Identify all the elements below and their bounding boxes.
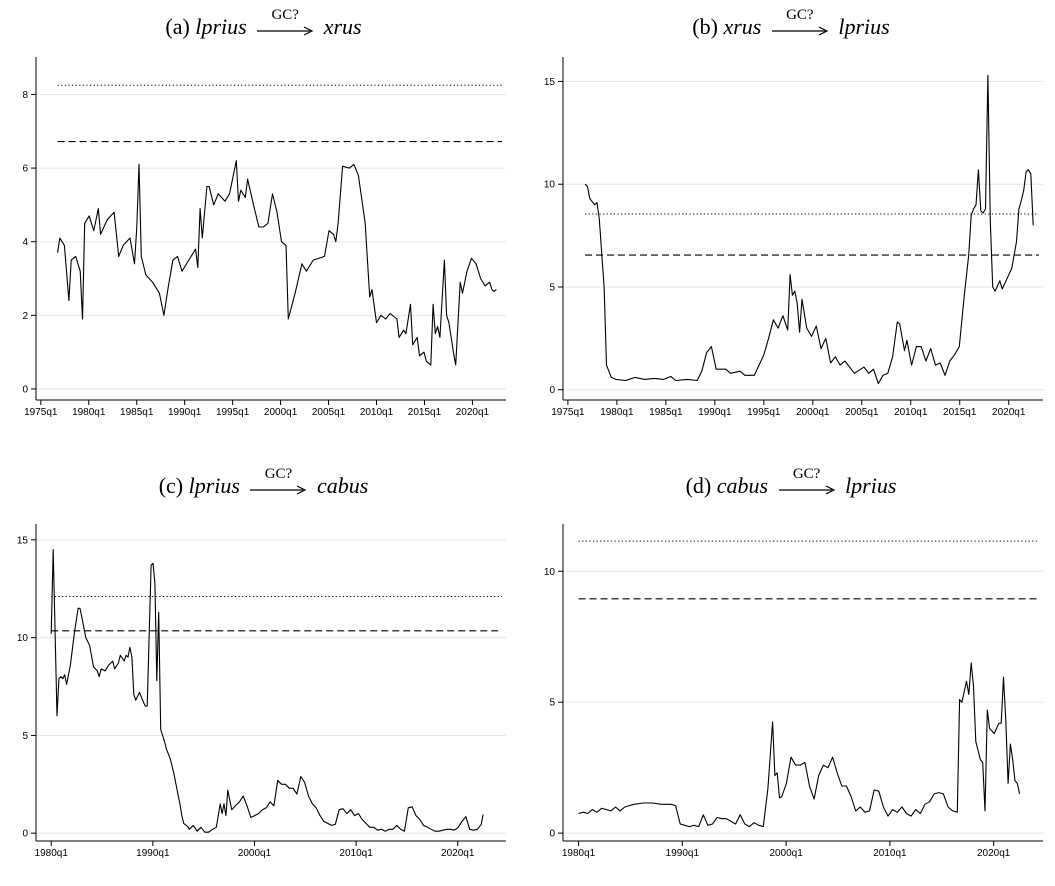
panel-a-title: (a) lprius GC? xrus bbox=[0, 7, 527, 40]
x-tick-label: 1990q1 bbox=[666, 848, 700, 859]
x-tick-label: 1980q1 bbox=[35, 848, 69, 859]
y-tick-label: 0 bbox=[549, 829, 555, 840]
test-statistic-series bbox=[57, 160, 497, 366]
x-tick-label: 2005q1 bbox=[312, 407, 346, 418]
x-tick-label: 2005q1 bbox=[845, 407, 879, 418]
panel-b-label: (b) bbox=[692, 14, 718, 39]
y-tick-label: 15 bbox=[544, 77, 556, 88]
x-tick-label: 2000q1 bbox=[264, 407, 298, 418]
panel-c: (c) lprius GC? cabus 0 5 10 15 1980q1 1990q1 2… bbox=[0, 443, 527, 886]
panel-d-to-var: lprius bbox=[845, 473, 897, 498]
x-tick-label: 1990q1 bbox=[136, 848, 170, 859]
x-tick-label: 1995q1 bbox=[216, 407, 250, 418]
y-tick-label: 10 bbox=[544, 180, 556, 191]
x-tick-label: 2010q1 bbox=[873, 848, 907, 859]
x-tick-label: 1995q1 bbox=[747, 407, 781, 418]
panel-b: (b) xrus GC? lprius 0 5 10 15 1975q1 1980q1 19… bbox=[527, 0, 1055, 443]
y-tick-label: 2 bbox=[22, 311, 28, 322]
y-tick-label: 5 bbox=[549, 282, 555, 293]
x-tick-label: 1985q1 bbox=[120, 407, 154, 418]
x-tick-label: 1990q1 bbox=[698, 407, 732, 418]
panel-d-title: (d) cabus GC? lprius bbox=[527, 466, 1055, 499]
panel-b-to-var: lprius bbox=[838, 14, 890, 39]
x-tick-label: 1980q1 bbox=[562, 848, 596, 859]
panel-c-title: (c) lprius GC? cabus bbox=[0, 466, 527, 499]
panel-a: (a) lprius GC? xrus 0 2 4 6 8 1975q1 1980q1 198… bbox=[0, 0, 527, 443]
x-tick-label: 1980q1 bbox=[72, 407, 106, 418]
panel-a-from-var: lprius bbox=[195, 14, 247, 39]
x-tick-label: 2015q1 bbox=[408, 407, 442, 418]
x-tick-label: 2000q1 bbox=[769, 848, 803, 859]
granger-arrow-icon: GC? bbox=[778, 466, 836, 499]
x-tick-label: 2020q1 bbox=[456, 407, 490, 418]
x-tick-label: 2010q1 bbox=[360, 407, 394, 418]
y-tick-label: 5 bbox=[549, 698, 555, 709]
test-statistic-series bbox=[584, 74, 1034, 385]
x-tick-label: 1980q1 bbox=[600, 407, 634, 418]
x-tick-label: 1990q1 bbox=[168, 407, 202, 418]
arrow-label: GC? bbox=[264, 465, 293, 482]
panel-b-title: (b) xrus GC? lprius bbox=[527, 7, 1055, 40]
panel-d-plot: 0 5 10 1980q1 1990q1 2000q1 2010q1 2020q1 bbox=[544, 524, 1043, 859]
y-tick-label: 8 bbox=[22, 90, 28, 101]
x-tick-label: 2020q1 bbox=[441, 848, 475, 859]
y-tick-label: 15 bbox=[17, 535, 29, 546]
panel-c-from-var: lprius bbox=[188, 473, 240, 498]
panel-d: (d) cabus GC? lprius 0 5 10 1980q1 1990q1 200… bbox=[527, 443, 1055, 886]
x-tick-label: 2020q1 bbox=[992, 407, 1026, 418]
panel-d-label: (d) bbox=[685, 473, 712, 498]
y-tick-label: 0 bbox=[22, 829, 28, 840]
x-tick-label: 2020q1 bbox=[977, 848, 1011, 859]
arrow-label: GC? bbox=[271, 6, 299, 23]
x-tick-label: 2000q1 bbox=[796, 407, 830, 418]
y-tick-label: 0 bbox=[549, 385, 555, 396]
x-tick-label: 2010q1 bbox=[339, 848, 373, 859]
granger-arrow-icon: GC? bbox=[256, 7, 314, 40]
y-tick-label: 5 bbox=[22, 731, 28, 742]
panel-b-from-var: xrus bbox=[723, 14, 762, 39]
x-tick-label: 1975q1 bbox=[24, 407, 58, 418]
panel-a-to-var: xrus bbox=[323, 14, 362, 39]
test-statistic-series bbox=[50, 549, 484, 833]
panel-c-to-var: cabus bbox=[316, 473, 369, 498]
y-tick-label: 4 bbox=[22, 237, 28, 248]
arrow-label: GC? bbox=[786, 6, 814, 23]
panel-c-plot: 0 5 10 15 1980q1 1990q1 2000q1 2010q1 2020q1 bbox=[17, 524, 506, 859]
y-tick-label: 0 bbox=[22, 384, 28, 395]
granger-arrow-icon: GC? bbox=[771, 7, 829, 40]
panel-a-label: (a) bbox=[165, 14, 190, 39]
panel-b-plot: 0 5 10 15 1975q1 1980q1 1985q1 1990q1 1995q1 2000… bbox=[544, 57, 1043, 418]
x-tick-label: 1975q1 bbox=[551, 407, 585, 418]
x-tick-label: 2015q1 bbox=[943, 407, 977, 418]
arrow-label: GC? bbox=[792, 465, 821, 482]
panel-d-from-var: cabus bbox=[716, 473, 769, 498]
y-tick-label: 10 bbox=[17, 633, 29, 644]
panel-c-label: (c) bbox=[158, 473, 184, 498]
test-statistic-series bbox=[578, 662, 1021, 828]
x-tick-label: 2000q1 bbox=[238, 848, 272, 859]
panel-a-plot: 0 2 4 6 8 1975q1 1980q1 1985q1 1990q1 1995q1 2000q… bbox=[22, 57, 506, 418]
x-tick-label: 2010q1 bbox=[894, 407, 928, 418]
x-tick-label: 1985q1 bbox=[649, 407, 683, 418]
y-tick-label: 10 bbox=[544, 567, 556, 578]
granger-arrow-icon: GC? bbox=[249, 466, 307, 499]
y-tick-label: 6 bbox=[22, 164, 28, 175]
